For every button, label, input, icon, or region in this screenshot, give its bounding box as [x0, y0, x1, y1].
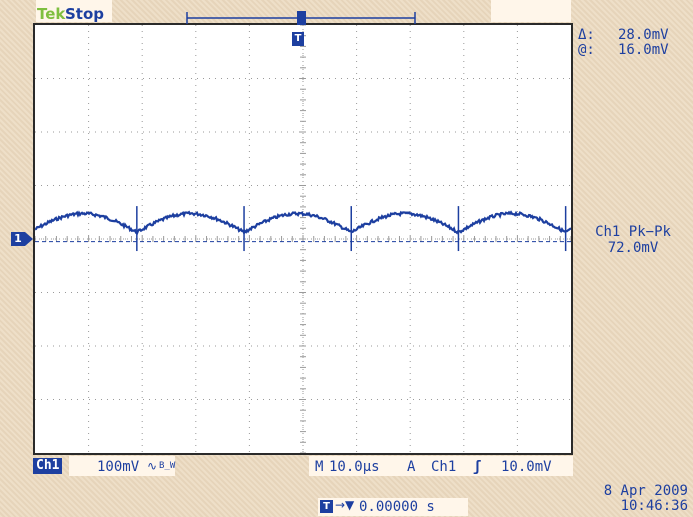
- ch1-trace: [35, 210, 571, 236]
- cursor-at-value: 16.0mV: [618, 42, 669, 58]
- measurement-value: 72.0mV: [607, 240, 659, 256]
- measurement-label: Ch1 Pk−Pk: [595, 224, 671, 240]
- timebase-panel: [309, 456, 573, 476]
- trigger-arrow-icon: →▼: [335, 498, 355, 512]
- status-bar: Ch1 100mV ∿ B_W M 10.0µs A Ch1 ʃ 10.0mV: [33, 456, 573, 476]
- channel-panel: [69, 456, 175, 476]
- cursor-delta-label: Δ:: [578, 27, 595, 43]
- trigger-position-marker[interactable]: T: [292, 32, 304, 46]
- measurement-readout: Ch1 Pk−Pk 72.0mV: [578, 224, 688, 256]
- ch1-ground-marker[interactable]: 1: [11, 232, 33, 246]
- main-timebase-prefix: M: [315, 459, 324, 475]
- trigger-source: Ch1: [431, 459, 457, 475]
- header-tab: [36, 0, 112, 22]
- trigger-slope-icon: ʃ: [473, 459, 482, 475]
- brand-label: Tek: [37, 5, 66, 23]
- cursor-readout-tab: [491, 0, 571, 22]
- trigger-position-bar: [186, 11, 416, 25]
- waveform-display[interactable]: [33, 23, 573, 455]
- bandwidth-limit-icon: B_W: [159, 461, 176, 471]
- trigger-level: 10.0mV: [501, 459, 552, 475]
- time-label: 10:46:36: [620, 498, 688, 514]
- trigger-position-value: 0.00000 s: [359, 499, 435, 515]
- cursor-at-label: @:: [578, 42, 595, 58]
- graticule: [35, 25, 571, 453]
- cursor-delta-value: 28.0mV: [618, 27, 669, 43]
- time-per-div: 10.0µs: [329, 459, 380, 475]
- channel-badge[interactable]: Ch1: [33, 458, 63, 474]
- trigger-position-readout: T →▼ 0.00000 s: [318, 498, 468, 516]
- volts-per-div: 100mV: [97, 459, 140, 475]
- trigger-mode: A: [407, 459, 416, 475]
- coupling-icon: ∿: [147, 459, 158, 473]
- trigger-icon: T: [320, 500, 333, 513]
- date-label: 8 Apr 2009: [603, 483, 688, 499]
- acquisition-state: Stop: [65, 5, 105, 23]
- timestamp: 8 Apr 2009 10:46:36: [592, 484, 688, 514]
